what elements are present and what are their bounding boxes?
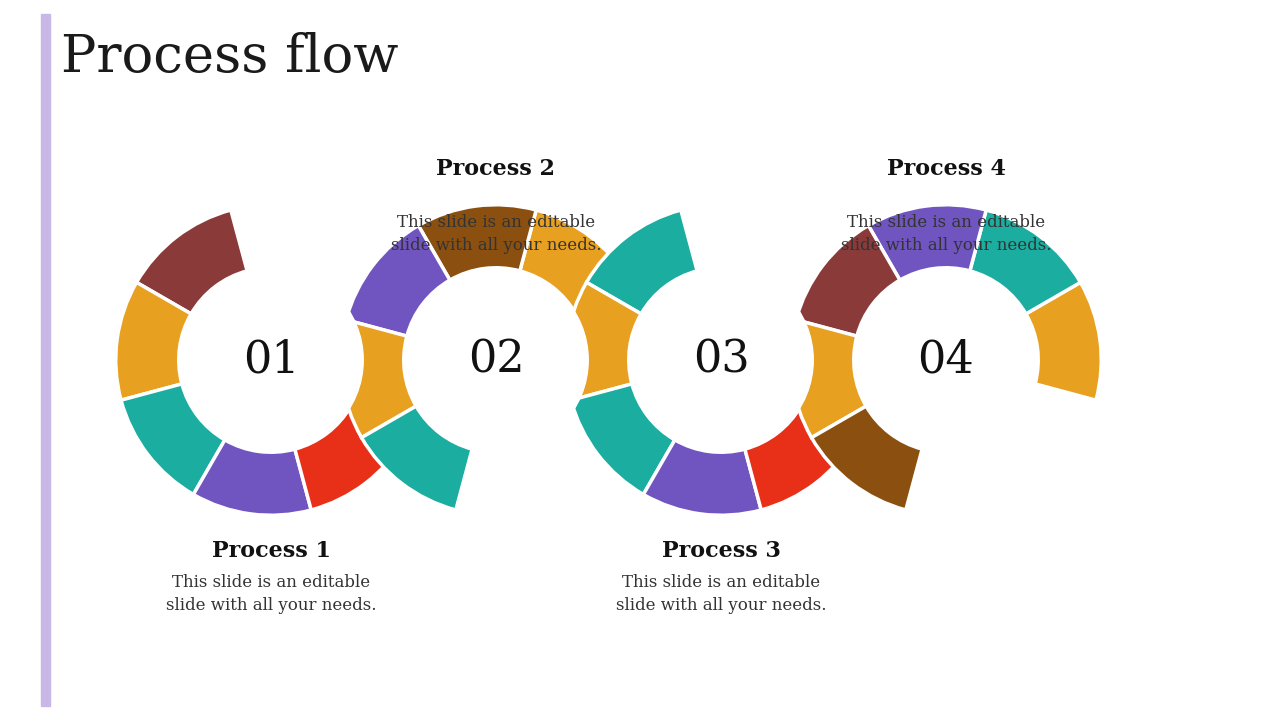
Text: This slide is an editable
slide with all your needs.: This slide is an editable slide with all… <box>616 574 827 614</box>
Wedge shape <box>520 210 631 314</box>
Wedge shape <box>115 282 191 400</box>
Text: Process 3: Process 3 <box>662 540 781 562</box>
Wedge shape <box>745 406 855 510</box>
Wedge shape <box>419 204 536 280</box>
Text: Process flow: Process flow <box>61 32 399 84</box>
Wedge shape <box>571 384 675 495</box>
Circle shape <box>628 268 813 452</box>
Wedge shape <box>791 320 867 438</box>
Wedge shape <box>361 406 472 510</box>
Wedge shape <box>566 282 641 400</box>
Text: This slide is an editable
slide with all your needs.: This slide is an editable slide with all… <box>165 574 376 614</box>
Wedge shape <box>970 210 1080 314</box>
Wedge shape <box>340 320 416 438</box>
Text: This slide is an editable
slide with all your needs.: This slide is an editable slide with all… <box>841 214 1051 254</box>
Wedge shape <box>644 440 762 516</box>
Circle shape <box>179 268 364 452</box>
Text: 01: 01 <box>243 338 300 382</box>
Wedge shape <box>351 320 426 438</box>
Wedge shape <box>801 320 877 438</box>
Wedge shape <box>812 406 922 510</box>
Wedge shape <box>294 406 406 510</box>
Wedge shape <box>193 440 311 516</box>
Wedge shape <box>346 225 449 336</box>
Wedge shape <box>137 210 247 314</box>
Text: Process 4: Process 4 <box>887 158 1005 180</box>
Wedge shape <box>586 210 698 314</box>
Text: 03: 03 <box>692 338 749 382</box>
Text: Process 2: Process 2 <box>436 158 556 180</box>
Text: Process 1: Process 1 <box>211 540 330 562</box>
Wedge shape <box>576 282 652 400</box>
Text: 02: 02 <box>467 338 525 382</box>
Text: This slide is an editable
slide with all your needs.: This slide is an editable slide with all… <box>390 214 602 254</box>
Wedge shape <box>1025 282 1101 400</box>
Circle shape <box>854 268 1038 452</box>
Wedge shape <box>796 225 900 336</box>
Circle shape <box>403 268 589 452</box>
Text: 04: 04 <box>918 338 974 382</box>
Wedge shape <box>122 384 225 495</box>
Wedge shape <box>868 204 986 280</box>
